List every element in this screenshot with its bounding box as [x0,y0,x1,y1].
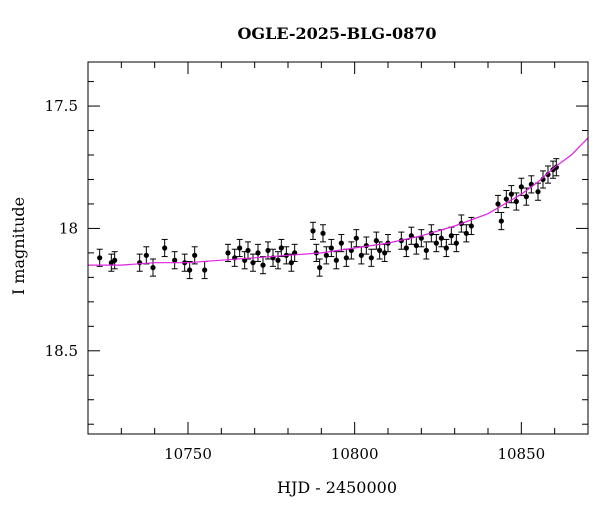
data-point [495,194,501,214]
data-point [503,189,510,209]
data-point [323,246,330,265]
data-point [191,246,198,265]
y-tick-label: 17.5 [45,97,78,115]
data-point [418,229,425,248]
data-point [96,248,103,267]
data-point [448,226,455,245]
data-point [373,231,380,250]
data-point [136,253,143,272]
data-point [423,241,430,260]
data-point [225,243,231,262]
data-point [443,238,450,258]
data-point [111,251,118,270]
data-point [545,165,551,184]
x-tick-label: 10850 [497,445,545,463]
y-tick-label: 18 [59,219,78,237]
data-point [265,241,271,260]
data-point [245,241,251,260]
data-point [518,177,525,196]
data-point [403,238,410,258]
data-point [236,238,243,258]
data-point [358,246,365,265]
chart-title: OGLE-2025-BLG-0870 [237,24,436,43]
data-point [413,236,420,255]
data-point [438,229,445,248]
data-point [528,175,535,194]
data-point [201,260,208,280]
data-point [376,241,383,260]
data-point [553,158,560,177]
x-tick-label: 10750 [164,445,212,463]
data-point [291,243,298,262]
data-point [278,238,285,258]
plot-frame [87,61,589,435]
y-axis-label: I magnitude [9,197,28,295]
data-point [368,248,375,267]
data-point [453,234,460,253]
data-point [255,243,261,262]
data-point [143,246,150,265]
x-tick-label: 10800 [331,445,379,463]
plot-area [88,137,589,280]
data-point [328,238,335,258]
data-point [535,182,541,201]
data-point [348,241,355,260]
data-point [108,253,115,272]
data-point [513,192,520,211]
model-curve [88,137,589,266]
data-point [288,253,295,272]
data-point [320,224,326,243]
data-point [231,248,238,267]
data-point [310,221,316,240]
y-tick-label: 18.5 [45,342,78,360]
x-axis-label: HJD - 2450000 [277,478,397,497]
data-point [316,258,323,277]
data-point [338,234,345,253]
axes: 10750 10800 10850 17.5 18 18.5 [45,62,589,463]
data-point [463,224,470,243]
data-point [250,253,256,272]
data-point [171,251,178,270]
data-point [275,251,281,270]
data-point [408,226,415,245]
data-point [161,238,168,258]
data-point [353,229,360,248]
data-point [150,258,156,277]
data-point [498,212,505,231]
data-point [241,251,248,270]
data-point [433,234,440,253]
data-point [186,260,193,280]
data-point [333,251,340,270]
